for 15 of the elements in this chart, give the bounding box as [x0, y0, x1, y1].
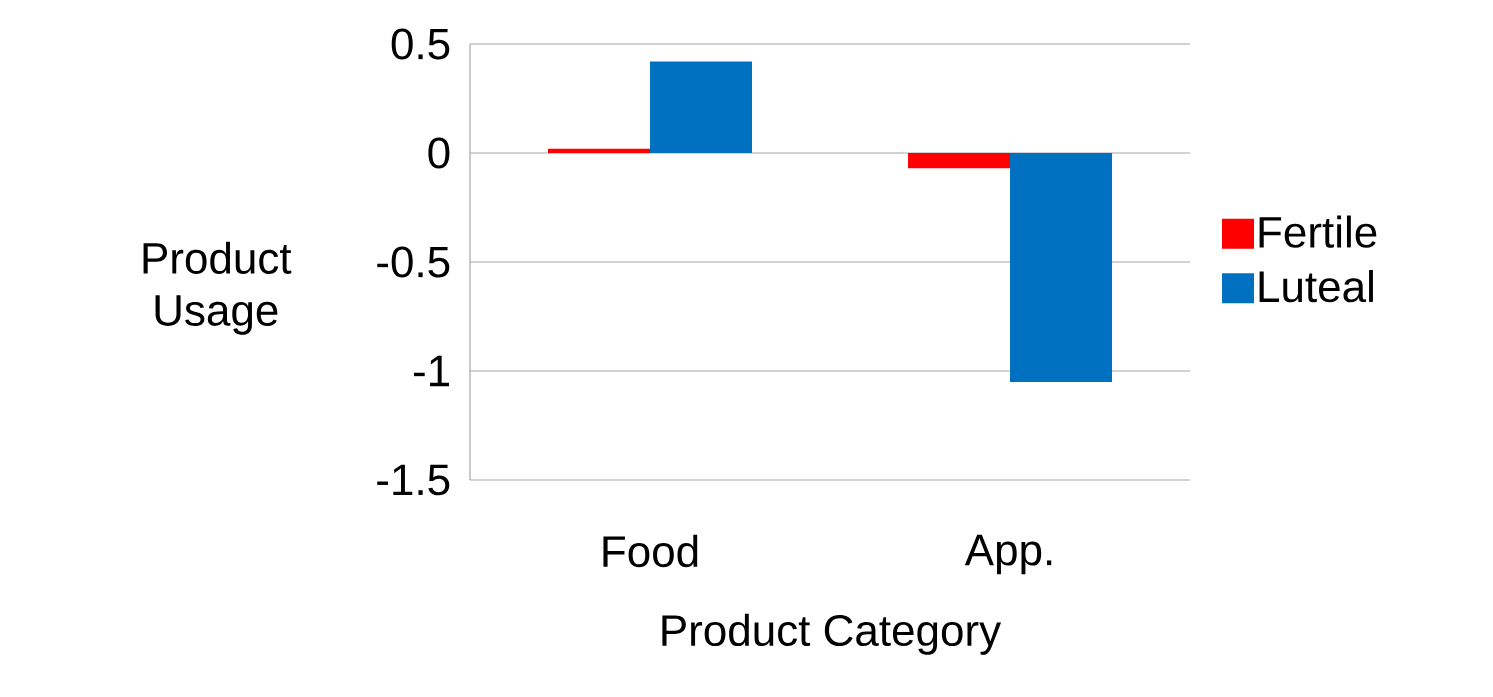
y-tick-label: 0 [428, 137, 450, 169]
bar [1010, 153, 1112, 382]
legend-label: Fertile [1259, 215, 1377, 248]
x-tick-label: Food [603, 534, 698, 568]
x-tick-label: App. [964, 534, 1052, 575]
y-tick-label: -1.5 [377, 464, 450, 496]
x-axis-title: Product Category [662, 613, 1002, 655]
bar [548, 148, 650, 153]
legend-label: Luteal [1259, 270, 1373, 303]
y-axis-title: Product Usage [143, 241, 292, 335]
y-tick-label: 0.5 [391, 28, 450, 60]
y-tick-label: -0.5 [377, 246, 450, 278]
y-tick-label: -1 [413, 355, 449, 387]
bar [908, 153, 1011, 169]
bar [650, 61, 753, 153]
